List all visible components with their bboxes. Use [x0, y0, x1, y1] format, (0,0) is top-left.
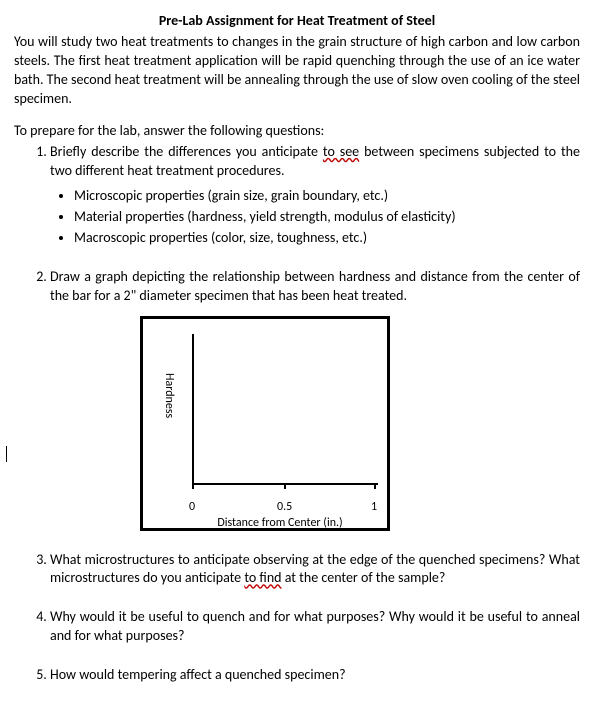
question-2: Draw a graph depicting the relationship …: [50, 268, 580, 531]
xtick-0: 0: [189, 499, 195, 515]
prepare-line: To prepare for the lab, answer the follo…: [14, 122, 580, 141]
q1-squiggle: to see: [323, 143, 359, 160]
question-3: What microstructures to anticipate obser…: [50, 551, 580, 589]
q1-bullet-2: Material properties (hardness, yield str…: [74, 208, 580, 227]
q1-text-a: Briefly describe the differences you ant…: [50, 143, 323, 160]
q1-bullet-1: Microscopic properties (grain size, grai…: [74, 187, 580, 206]
xtick-2: 1: [371, 499, 377, 515]
y-axis-label: Hardness: [161, 373, 177, 418]
graph-container: Hardness 0 0.5 1 Distance from Center (i…: [140, 316, 580, 531]
question-5: How would tempering affect a quenched sp…: [50, 666, 580, 685]
x-tick-labels: 0 0.5 1: [153, 499, 377, 513]
q1-bullet-3: Macroscopic properties (color, size, tou…: [74, 229, 580, 248]
question-4: Why would it be useful to quench and for…: [50, 608, 580, 646]
question-list: Briefly describe the differences you ant…: [14, 143, 580, 685]
text-cursor: [6, 446, 7, 462]
q3-squiggle: to find: [244, 569, 281, 586]
q2-text: Draw a graph depicting the relationship …: [50, 268, 580, 304]
page-title: Pre-Lab Assignment for Heat Treatment of…: [14, 12, 580, 31]
graph-axes: [153, 329, 383, 499]
question-1: Briefly describe the differences you ant…: [50, 143, 580, 247]
xtick-1: 0.5: [277, 499, 292, 515]
intro-paragraph: You will study two heat treatments to ch…: [14, 33, 580, 109]
graph-box: Hardness 0 0.5 1 Distance from Center (i…: [140, 316, 390, 531]
x-axis-label: Distance from Center (in.): [183, 515, 377, 531]
q1-bullets: Microscopic properties (grain size, grai…: [50, 187, 580, 248]
q3-text-b: at the center of the sample?: [282, 569, 446, 586]
